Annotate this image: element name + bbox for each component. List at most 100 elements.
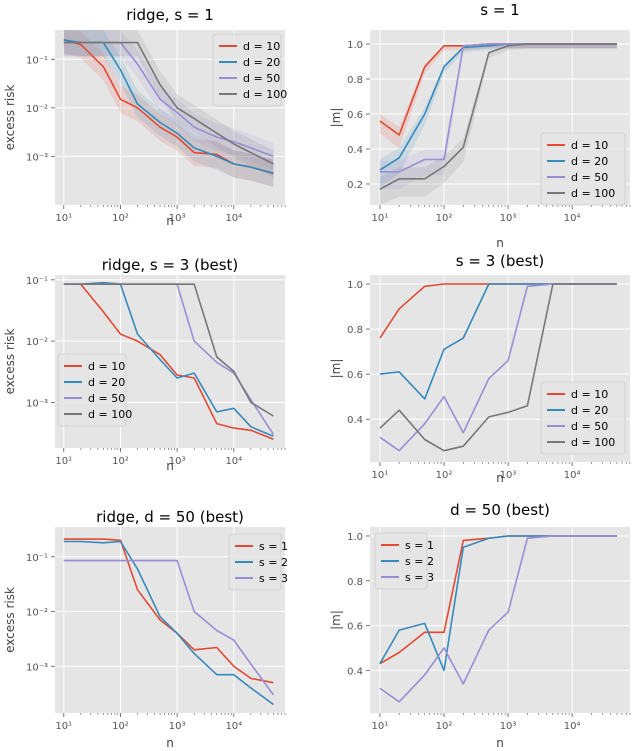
y-tick-label: 10⁻² xyxy=(26,337,48,348)
legend-label: s = 3 xyxy=(405,571,434,584)
legend-box xyxy=(374,532,428,590)
x-tick-label: 10³ xyxy=(169,721,186,732)
chart-panel-3: 10¹ 10² 10³ 10⁴ 10⁻³ 10⁻² 10⁻¹ ridge, s = 3 (be… xyxy=(3,256,286,473)
x-tick-label: 10⁴ xyxy=(225,721,242,732)
y-tick-label: 1.0 xyxy=(347,532,363,543)
legend-label: d = 100 xyxy=(243,88,287,101)
chart-title: ridge, d = 50 (best) xyxy=(96,508,244,526)
y-tick-label: 10⁻³ xyxy=(26,662,48,673)
y-tick-label: 1.0 xyxy=(347,280,363,291)
legend-box xyxy=(212,33,282,107)
legend-box xyxy=(540,381,626,455)
series-band xyxy=(379,44,617,205)
y-tick-label: 0.4 xyxy=(347,145,363,156)
legend-label: s = 1 xyxy=(405,539,434,552)
legend: d = 10 d = 20 d = 50 d = 100 xyxy=(212,33,287,107)
x-axis-label: n xyxy=(496,236,504,250)
legend: d = 10 d = 20 d = 50 d = 100 xyxy=(57,353,132,427)
legend-label: s = 2 xyxy=(259,556,288,569)
y-axis-label: excess risk xyxy=(3,329,17,395)
x-tick-label: 10¹ xyxy=(372,721,389,732)
chart-panel-6: 10¹ 10² 10³ 10⁴ 0.4 0.6 0.8 1.0 d = 50 (best) n |m… xyxy=(329,501,631,750)
series-band xyxy=(379,44,617,189)
legend-label: d = 20 xyxy=(571,404,608,417)
legend-label: d = 10 xyxy=(243,40,280,53)
legend-label: d = 100 xyxy=(88,408,132,421)
x-tick-label: 10³ xyxy=(500,470,517,481)
legend-label: d = 100 xyxy=(571,187,615,200)
legend-label: d = 50 xyxy=(571,171,608,184)
x-tick-label: 10² xyxy=(112,721,129,732)
chart-title: d = 50 (best) xyxy=(450,501,550,519)
y-tick-label: 0.4 xyxy=(347,415,363,426)
y-axis-label: |m| xyxy=(329,359,343,379)
x-tick-label: 10³ xyxy=(500,721,517,732)
y-tick-label: 0.6 xyxy=(347,110,363,121)
y-axis-label: excess risk xyxy=(3,85,17,151)
x-axis-label: n xyxy=(166,736,174,750)
series-line xyxy=(63,538,274,684)
legend-label: s = 3 xyxy=(259,572,288,585)
legend-label: d = 50 xyxy=(88,392,125,405)
x-tick-label: 10³ xyxy=(169,213,186,224)
legend-box xyxy=(540,132,626,206)
y-tick-label: 10⁻² xyxy=(26,104,48,115)
y-tick-label: 0.8 xyxy=(347,75,363,86)
chart-title: s = 1 xyxy=(480,1,519,19)
legend-box xyxy=(228,533,282,591)
y-tick-label: 0.4 xyxy=(347,666,363,677)
x-tick-label: 10¹ xyxy=(55,456,72,467)
y-tick-label: 10⁻¹ xyxy=(26,55,48,66)
legend-label: d = 20 xyxy=(571,155,608,168)
x-axis-label: n xyxy=(166,459,174,473)
y-tick-label: 0.8 xyxy=(347,325,363,336)
series-band xyxy=(63,30,274,187)
legend-label: d = 50 xyxy=(243,72,280,85)
x-tick-label: 10⁴ xyxy=(564,470,581,481)
legend-label: d = 10 xyxy=(571,388,608,401)
x-tick-label: 10¹ xyxy=(55,721,72,732)
legend-label: d = 100 xyxy=(571,436,615,449)
x-tick-label: 10² xyxy=(112,456,129,467)
series-line xyxy=(63,283,274,441)
x-tick-label: 10³ xyxy=(500,213,517,224)
x-tick-label: 10⁴ xyxy=(225,456,242,467)
y-tick-label: 0.6 xyxy=(347,622,363,633)
legend: s = 1 s = 2 s = 3 xyxy=(374,532,434,590)
chart-panel-2: 10¹ 10² 10³ 10⁴ 0.2 0.4 0.6 0.8 1.0 s = 1 n |m| d = … xyxy=(329,1,631,250)
x-tick-label: 10³ xyxy=(169,456,186,467)
legend-label: s = 2 xyxy=(405,555,434,568)
x-tick-label: 10⁴ xyxy=(225,213,242,224)
y-tick-label: 0.6 xyxy=(347,370,363,381)
x-tick-label: 10¹ xyxy=(372,470,389,481)
y-axis-label: |m| xyxy=(329,610,343,630)
y-axis-label: excess risk xyxy=(3,587,17,653)
series-line xyxy=(63,41,274,165)
legend: d = 10 d = 20 d = 50 d = 100 xyxy=(540,381,626,455)
legend: s = 1 s = 2 s = 3 xyxy=(228,533,288,591)
x-tick-label: 10² xyxy=(112,213,129,224)
y-tick-label: 10⁻³ xyxy=(26,398,48,409)
chart-title: s = 3 (best) xyxy=(456,252,544,270)
legend-box xyxy=(57,353,127,427)
x-tick-label: 10² xyxy=(436,213,453,224)
legend-label: s = 1 xyxy=(259,540,288,553)
y-tick-label: 10⁻¹ xyxy=(26,553,48,564)
series-line xyxy=(63,540,274,706)
series-band xyxy=(63,30,274,178)
y-tick-label: 1.0 xyxy=(347,40,363,51)
x-tick-label: 10¹ xyxy=(372,213,389,224)
series-line xyxy=(63,559,275,696)
y-axis-label: |m| xyxy=(329,108,343,128)
legend-label: d = 10 xyxy=(571,139,608,152)
series-line xyxy=(379,535,617,703)
series-line xyxy=(63,281,274,437)
legend-label: d = 10 xyxy=(88,360,125,373)
y-tick-label: 10⁻² xyxy=(26,608,48,619)
x-tick-label: 10⁴ xyxy=(564,213,581,224)
legend-label: d = 20 xyxy=(243,56,280,69)
chart-panel-5: 10¹ 10² 10³ 10⁴ 10⁻³ 10⁻² 10⁻¹ ridge, d = 50 (b… xyxy=(3,508,288,750)
legend: d = 10 d = 20 d = 50 d = 100 xyxy=(540,132,626,206)
legend-label: d = 20 xyxy=(88,376,125,389)
chart-title: ridge, s = 3 (best) xyxy=(102,256,239,274)
